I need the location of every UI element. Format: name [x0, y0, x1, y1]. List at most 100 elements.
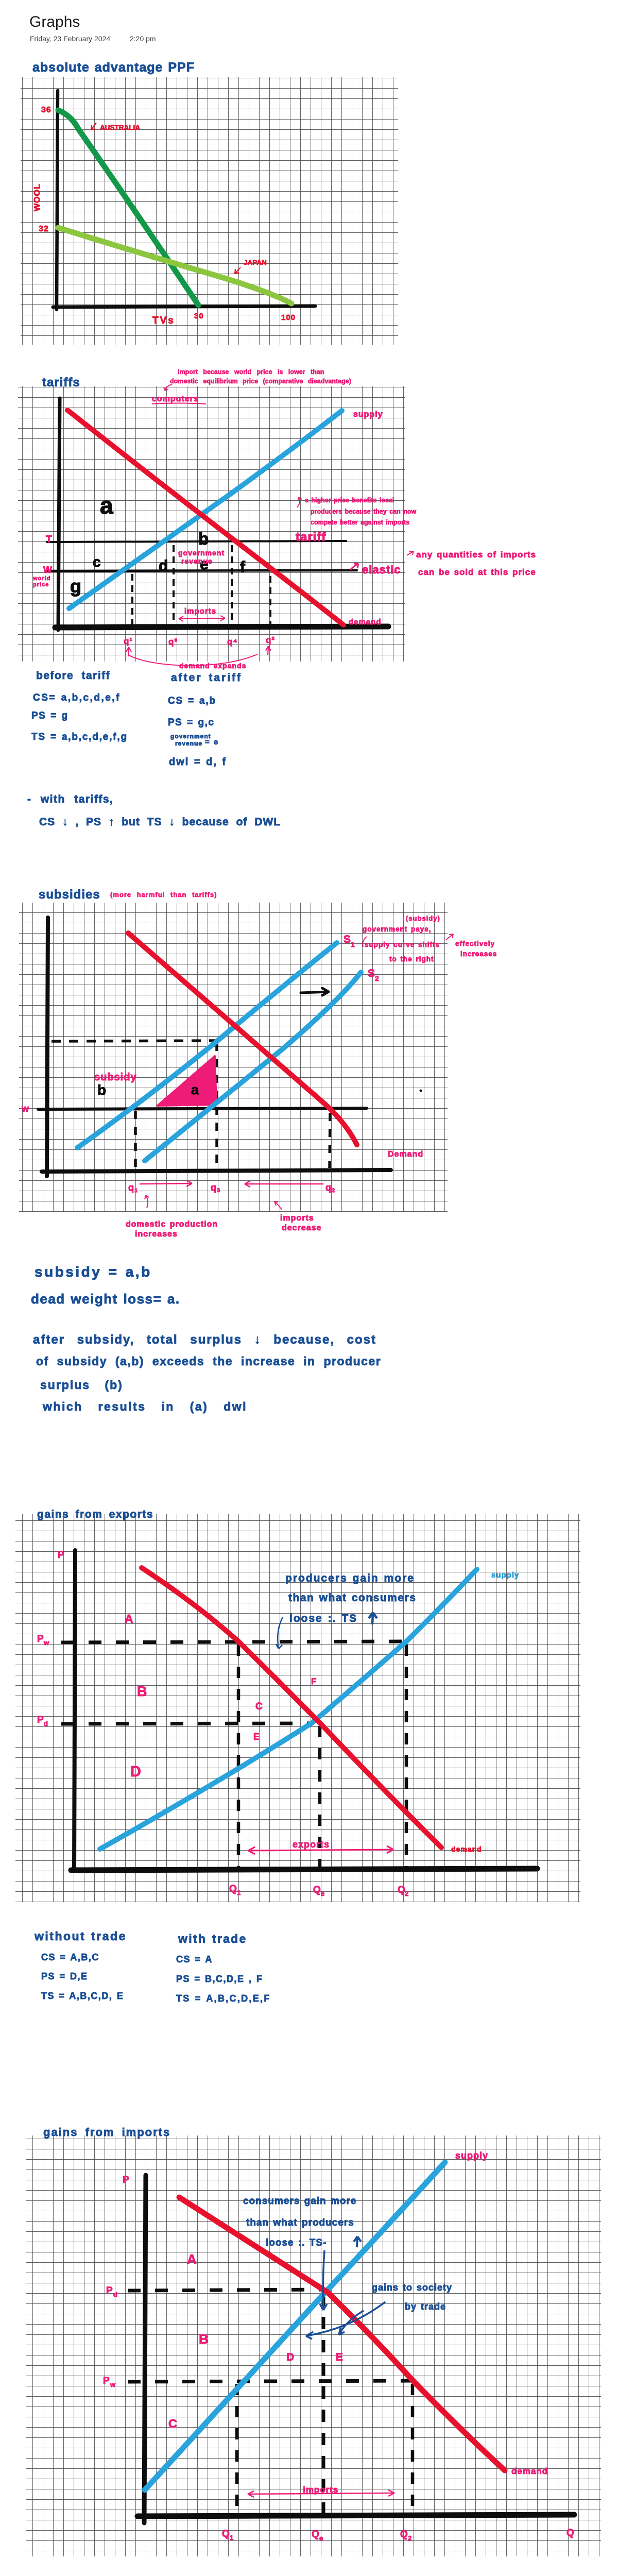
- svg-text:imports: imports: [303, 2485, 338, 2495]
- svg-text:P: P: [106, 2285, 113, 2296]
- svg-text:d: d: [159, 557, 168, 574]
- svg-text:CS= a,b,c,d,e,f: CS= a,b,c,d,e,f: [33, 692, 121, 703]
- svg-text:gains from exports: gains from exports: [37, 1509, 153, 1520]
- svg-text:P: P: [37, 1634, 44, 1645]
- svg-text:q: q: [325, 1182, 332, 1193]
- svg-text:F: F: [311, 1676, 317, 1686]
- svg-text:2:20 pm: 2:20 pm: [130, 35, 156, 43]
- svg-text:producers because they can now: producers because they can now: [311, 508, 417, 515]
- svg-text:after subsidy, total surplu: after subsidy, total surplus ↓ because, …: [33, 1333, 376, 1347]
- svg-text:Demand: Demand: [388, 1150, 423, 1159]
- svg-text:TS = a,b,c,d,e,f,g: TS = a,b,c,d,e,f,g: [31, 732, 128, 742]
- svg-text:can be sold at this price: can be sold at this price: [418, 567, 536, 577]
- svg-text:W: W: [43, 565, 53, 575]
- svg-text:import because world price: import because world price is lower than: [178, 368, 324, 376]
- svg-text:P: P: [58, 1550, 65, 1561]
- svg-text:Q: Q: [229, 1884, 237, 1894]
- svg-text:PS = D,E: PS = D,E: [41, 1971, 88, 1981]
- svg-text:q¹: q¹: [124, 636, 133, 646]
- svg-text:dead weight loss= a.: dead weight loss= a.: [31, 1291, 180, 1307]
- svg-text:surplus (b): surplus (b): [40, 1378, 123, 1392]
- svg-text:1: 1: [230, 2534, 234, 2541]
- svg-text:C: C: [255, 1701, 263, 1712]
- svg-text:TS = A,B,C,D,E,F: TS = A,B,C,D,E,F: [176, 1993, 271, 2004]
- svg-text:before tariff: before tariff: [36, 670, 110, 682]
- svg-text:after tariff: after tariff: [171, 672, 242, 684]
- svg-text:revenue: revenue: [181, 557, 213, 565]
- svg-text:(subsidy): (subsidy): [406, 914, 440, 922]
- svg-text:w: w: [110, 2381, 116, 2388]
- svg-text:E: E: [336, 2351, 344, 2363]
- svg-text:c: c: [93, 554, 101, 570]
- svg-text:P: P: [37, 1715, 44, 1725]
- svg-text:S: S: [368, 968, 375, 979]
- svg-text:e: e: [200, 556, 209, 573]
- svg-text:30: 30: [194, 312, 204, 320]
- svg-text:3: 3: [217, 1188, 220, 1194]
- svg-text:P: P: [123, 2175, 130, 2185]
- svg-text:PS = g,c: PS = g,c: [168, 717, 214, 728]
- svg-text:w: w: [43, 1639, 49, 1647]
- svg-text:E: E: [253, 1732, 260, 1742]
- svg-text:W: W: [22, 1105, 29, 1114]
- svg-text:subsidies: subsidies: [39, 888, 100, 902]
- svg-text:by trade: by trade: [405, 2301, 446, 2312]
- svg-text:1: 1: [237, 1889, 241, 1896]
- svg-text:WOOL: WOOL: [33, 183, 42, 211]
- svg-text:producers gain more: producers gain more: [285, 1572, 415, 1584]
- svg-text:Q: Q: [398, 1885, 406, 1895]
- svg-text:q: q: [128, 1182, 134, 1193]
- svg-text:T: T: [46, 534, 53, 545]
- svg-text:demand: demand: [349, 618, 382, 626]
- svg-text:demand expands: demand expands: [179, 662, 246, 670]
- svg-text:32: 32: [39, 225, 49, 233]
- svg-text:2: 2: [332, 1188, 335, 1194]
- svg-text:increases: increases: [135, 1230, 178, 1239]
- svg-text:government: government: [170, 733, 211, 740]
- svg-text:tariff: tariff: [296, 530, 326, 544]
- svg-text:Graphs: Graphs: [29, 13, 80, 30]
- svg-text:imports: imports: [280, 1214, 314, 1223]
- svg-text:subsidy = a,b: subsidy = a,b: [35, 1264, 152, 1280]
- svg-text:A: A: [187, 2251, 197, 2267]
- svg-text:with trade: with trade: [178, 1932, 247, 1945]
- svg-text:B: B: [137, 1684, 148, 1699]
- svg-text:gains from imports: gains from imports: [43, 2126, 170, 2139]
- svg-text:36: 36: [41, 106, 52, 114]
- svg-text:C: C: [168, 2417, 178, 2430]
- svg-text:PS = B,C,D,E , F: PS = B,C,D,E , F: [176, 1974, 263, 1984]
- svg-text:a: a: [100, 492, 114, 519]
- svg-text:= e: = e: [205, 738, 218, 747]
- svg-text:d: d: [44, 1720, 48, 1727]
- svg-text:e: e: [319, 2534, 323, 2542]
- svg-text:CS ↓ , PS ↑ but TS ↓ beca: CS ↓ , PS ↑ but TS ↓ because of DWL: [39, 816, 281, 828]
- svg-text:government pays,: government pays,: [363, 925, 432, 933]
- svg-text:government: government: [178, 549, 225, 557]
- svg-text:imports: imports: [184, 607, 216, 616]
- svg-text:1: 1: [134, 1188, 138, 1194]
- svg-text:revenue: revenue: [175, 740, 202, 747]
- svg-text:world: world: [32, 575, 50, 582]
- svg-text:JAPAN: JAPAN: [244, 259, 267, 266]
- svg-text:consumers gain more: consumers gain more: [243, 2196, 356, 2207]
- svg-text:2: 2: [375, 974, 380, 982]
- svg-text:demand: demand: [511, 2466, 548, 2476]
- svg-text:a higher price benefits local: a higher price benefits local: [305, 497, 394, 504]
- svg-text:q: q: [211, 1182, 217, 1193]
- svg-text:which results in (a) dwl: which results in (a) dwl: [42, 1400, 247, 1413]
- svg-text:dwl = d, f: dwl = d, f: [169, 756, 227, 768]
- svg-text:loose :. TS: loose :. TS: [289, 1613, 357, 1624]
- svg-text:CS = a,b: CS = a,b: [168, 696, 216, 706]
- svg-text:CS = A: CS = A: [176, 1954, 213, 1964]
- svg-text:price: price: [33, 582, 49, 588]
- svg-text:supply curve shifts: supply curve shifts: [365, 941, 440, 948]
- svg-text:supply: supply: [353, 410, 383, 419]
- svg-text:100: 100: [281, 313, 296, 322]
- svg-text:1: 1: [351, 940, 355, 948]
- svg-text:absolute advantage PPF: absolute advantage PPF: [32, 60, 195, 75]
- svg-text:to the right: to the right: [389, 955, 434, 963]
- svg-text:than what producers: than what producers: [246, 2217, 354, 2228]
- svg-text:S: S: [344, 934, 351, 945]
- svg-text:loose :. TS-: loose :. TS-: [266, 2238, 327, 2248]
- svg-text:domestic production: domestic production: [126, 1220, 218, 1229]
